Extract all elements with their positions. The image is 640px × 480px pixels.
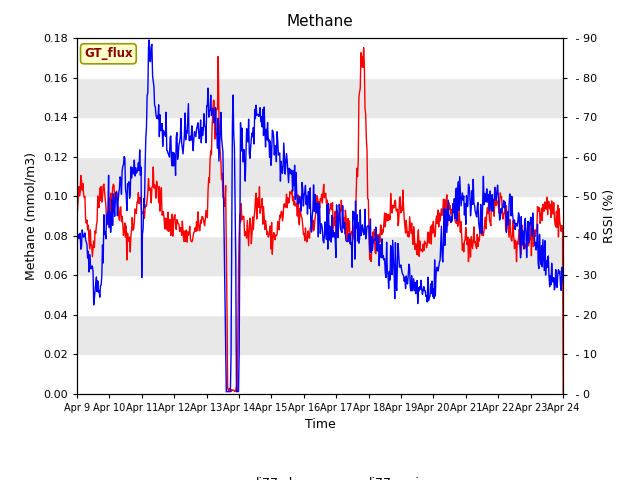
Y-axis label: Methane (mmol/m3): Methane (mmol/m3): [24, 152, 38, 280]
Bar: [77, 117, 563, 157]
Bar: [77, 157, 563, 196]
Bar: [77, 78, 563, 117]
Text: GT_flux: GT_flux: [84, 47, 132, 60]
Y-axis label: RSSI (%): RSSI (%): [603, 189, 616, 243]
Bar: [77, 275, 563, 315]
X-axis label: Time: Time: [305, 418, 335, 431]
Bar: [77, 236, 563, 275]
Text: Methane: Methane: [287, 14, 353, 29]
Bar: [77, 315, 563, 354]
Bar: [77, 196, 563, 236]
Bar: [77, 354, 563, 394]
Legend: li77_den, li77_rssi: li77_den, li77_rssi: [216, 471, 424, 480]
Bar: [77, 38, 563, 78]
